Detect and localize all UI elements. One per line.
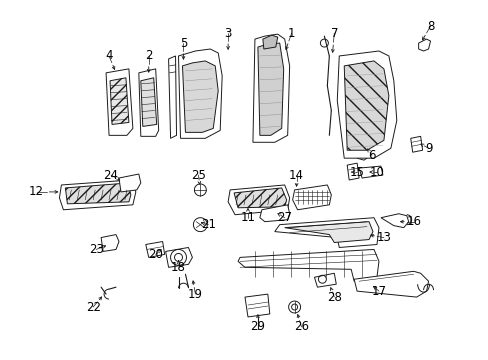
Text: 10: 10 — [369, 166, 384, 179]
Text: 12: 12 — [29, 185, 44, 198]
Text: 14: 14 — [288, 168, 304, 181]
Text: 27: 27 — [277, 211, 292, 224]
Text: 21: 21 — [201, 218, 215, 231]
Polygon shape — [106, 69, 133, 135]
Text: 20: 20 — [148, 248, 163, 261]
Polygon shape — [292, 185, 331, 210]
Polygon shape — [165, 247, 192, 267]
Polygon shape — [344, 61, 388, 150]
Text: 7: 7 — [330, 27, 337, 40]
Polygon shape — [337, 51, 396, 158]
Polygon shape — [358, 166, 382, 178]
Polygon shape — [418, 39, 429, 51]
Text: 17: 17 — [371, 285, 386, 298]
Polygon shape — [119, 174, 141, 192]
Text: 9: 9 — [424, 142, 431, 155]
Polygon shape — [60, 180, 136, 210]
Polygon shape — [145, 242, 164, 257]
Text: 23: 23 — [88, 243, 103, 256]
Polygon shape — [168, 56, 176, 138]
Text: 15: 15 — [349, 166, 364, 179]
Polygon shape — [182, 61, 218, 132]
Polygon shape — [259, 205, 289, 222]
Polygon shape — [110, 78, 129, 125]
Polygon shape — [314, 273, 336, 287]
Polygon shape — [257, 43, 283, 135]
Text: 6: 6 — [367, 149, 375, 162]
Text: 18: 18 — [171, 261, 185, 274]
Text: 24: 24 — [103, 168, 118, 181]
Polygon shape — [410, 136, 422, 152]
Text: 4: 4 — [105, 49, 113, 63]
Polygon shape — [141, 78, 156, 126]
Polygon shape — [178, 49, 222, 138]
Text: 8: 8 — [426, 20, 433, 33]
Text: 26: 26 — [293, 320, 308, 333]
Polygon shape — [353, 271, 427, 297]
Text: 22: 22 — [85, 301, 101, 314]
Polygon shape — [244, 294, 269, 317]
Polygon shape — [284, 222, 372, 243]
Text: 5: 5 — [180, 37, 187, 50]
Polygon shape — [234, 188, 286, 208]
Text: 3: 3 — [224, 27, 231, 40]
Polygon shape — [346, 163, 358, 180]
Text: 16: 16 — [406, 215, 420, 228]
Polygon shape — [238, 249, 378, 281]
Text: 11: 11 — [240, 211, 255, 224]
Polygon shape — [101, 235, 119, 251]
Text: 29: 29 — [250, 320, 265, 333]
Text: 2: 2 — [145, 49, 152, 63]
Text: 13: 13 — [376, 231, 390, 244]
Polygon shape — [139, 69, 158, 136]
Polygon shape — [274, 218, 378, 247]
Polygon shape — [65, 183, 131, 204]
Text: 25: 25 — [190, 168, 205, 181]
Polygon shape — [380, 214, 408, 228]
Polygon shape — [228, 185, 289, 215]
Polygon shape — [252, 34, 289, 142]
Text: 1: 1 — [287, 27, 295, 40]
Text: 19: 19 — [187, 288, 203, 301]
Polygon shape — [354, 136, 374, 160]
Polygon shape — [263, 35, 277, 49]
Text: 28: 28 — [326, 291, 341, 303]
